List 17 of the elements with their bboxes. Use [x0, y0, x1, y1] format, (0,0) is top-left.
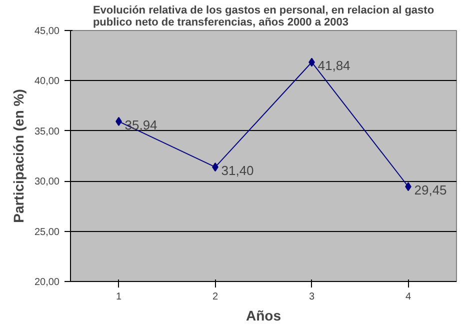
- x-tick-label: 3: [308, 292, 315, 302]
- y-axis-title: Participación (en %): [10, 89, 26, 223]
- y-tick-label: 25,00: [34, 226, 60, 238]
- data-label: 41,84: [318, 58, 350, 74]
- data-label: 31,40: [221, 163, 254, 178]
- x-axis-title: Años: [246, 308, 282, 324]
- y-tick-label: 35,00: [34, 126, 60, 138]
- x-tick-label: 4: [405, 292, 412, 302]
- y-tick-label: 30,00: [34, 176, 60, 188]
- x-tick-label: 1: [116, 292, 122, 302]
- y-tick-label: 45,00: [34, 26, 60, 37]
- x-tick-label: 2: [212, 292, 218, 302]
- data-label: 29,45: [414, 182, 447, 198]
- data-label: 35,94: [124, 117, 158, 132]
- y-tick-label: 20,00: [34, 277, 60, 288]
- chart-title: Evolución relativa de los gastos en personal, en relacion al gasto publico neto de transferencias, años 2000 a 2003: [92, 4, 434, 28]
- y-tick-label: 40,00: [34, 76, 60, 88]
